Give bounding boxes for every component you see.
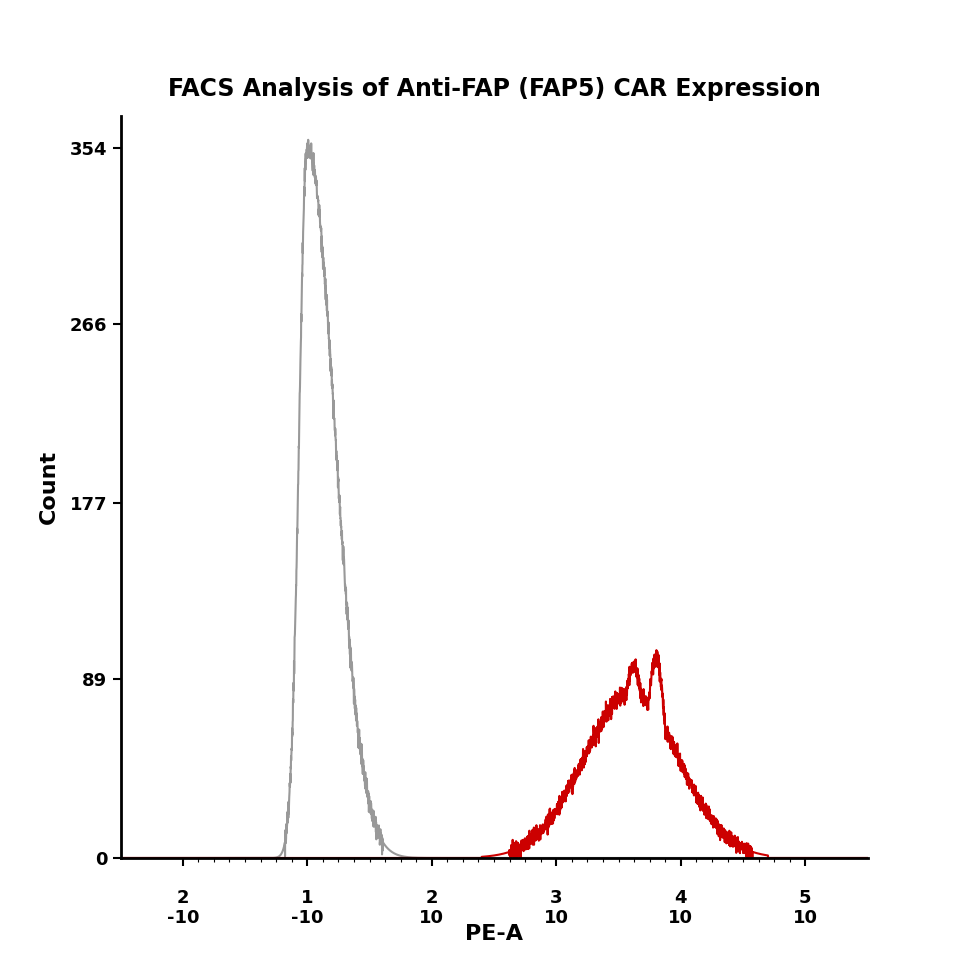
Negative control protein (400, 851, 412, 863)
PE-Labeled Human FAP Protein, His Tag (563, 777, 575, 789)
Negative control protein (115, 852, 126, 864)
PE-Labeled Human FAP Protein, His Tag (115, 852, 126, 864)
Negative control protein (729, 852, 740, 864)
Text: 1
-10: 1 -10 (291, 889, 324, 927)
Negative control protein (251, 852, 262, 864)
Text: 2
-10: 2 -10 (167, 889, 199, 927)
PE-Labeled Human FAP Protein, His Tag (651, 644, 662, 656)
Title: FACS Analysis of Anti-FAP (FAP5) CAR Expression: FACS Analysis of Anti-FAP (FAP5) CAR Exp… (168, 77, 820, 101)
PE-Labeled Human FAP Protein, His Tag (729, 835, 740, 846)
Negative control protein (672, 852, 683, 864)
PE-Labeled Human FAP Protein, His Tag (251, 852, 262, 864)
Y-axis label: Count: Count (39, 450, 59, 523)
Negative control protein (303, 134, 314, 146)
Text: 4
10: 4 10 (668, 889, 693, 927)
Text: 5
10: 5 10 (792, 889, 817, 927)
Line: Negative control protein: Negative control protein (120, 140, 868, 858)
Line: PE-Labeled Human FAP Protein, His Tag: PE-Labeled Human FAP Protein, His Tag (120, 650, 868, 858)
Text: 3
10: 3 10 (544, 889, 569, 927)
Negative control protein (563, 852, 575, 864)
PE-Labeled Human FAP Protein, His Tag (862, 852, 873, 864)
Negative control protein (601, 852, 612, 864)
X-axis label: PE-A: PE-A (465, 924, 523, 944)
Negative control protein (862, 852, 873, 864)
Text: 2
10: 2 10 (419, 889, 444, 927)
PE-Labeled Human FAP Protein, His Tag (601, 712, 612, 724)
PE-Labeled Human FAP Protein, His Tag (672, 753, 683, 764)
PE-Labeled Human FAP Protein, His Tag (400, 852, 412, 864)
